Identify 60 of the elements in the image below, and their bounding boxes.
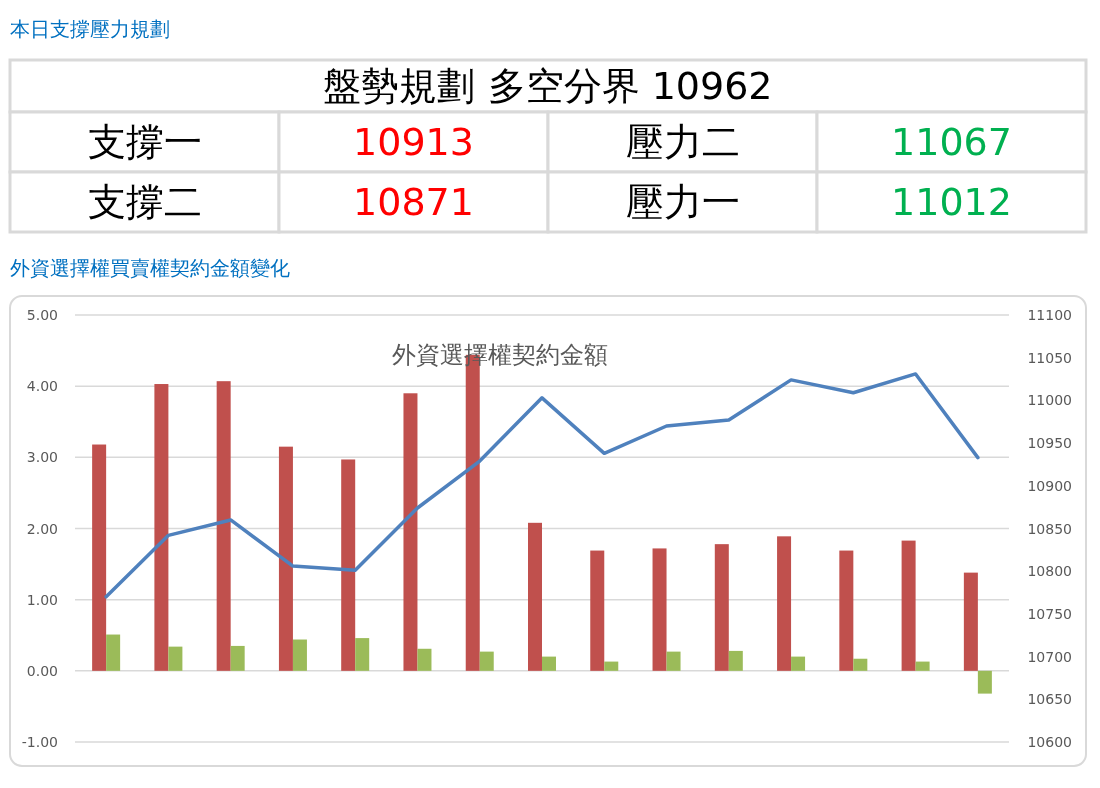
bar: [403, 393, 418, 671]
text: 壓力一: [625, 180, 740, 224]
bar: [791, 656, 806, 671]
text: 本日支撐壓力規劃: [10, 17, 170, 41]
bar: [230, 645, 245, 671]
y2-tick-label: 11000: [1027, 392, 1072, 409]
bar: [853, 658, 868, 671]
text: 盤勢規劃 多空分界 10962: [323, 64, 773, 108]
bar: [417, 648, 432, 671]
bar: [728, 650, 743, 671]
y-tick-label: -1.00: [21, 734, 58, 750]
bar: [714, 544, 729, 671]
bar: [154, 384, 169, 671]
y2-tick-label: 10800: [1027, 563, 1072, 580]
y2-tick-label: 10850: [1027, 520, 1072, 537]
bar: [341, 459, 356, 671]
bar: [839, 550, 854, 671]
bar: [355, 638, 370, 671]
bar: [292, 639, 307, 671]
text: 11012: [891, 180, 1012, 224]
y-tick-label: 2.00: [26, 520, 58, 537]
bar: [977, 670, 992, 694]
bar: [777, 536, 792, 671]
bar: [168, 646, 183, 671]
y2-tick-label: 10750: [1027, 605, 1072, 622]
bar: [92, 444, 107, 671]
bar: [216, 381, 231, 671]
bar: [666, 651, 681, 671]
bar: [479, 651, 494, 671]
y-tick-label: 1.00: [26, 591, 58, 608]
y2-tick-label: 10900: [1027, 477, 1072, 494]
y-tick-label: 0.00: [26, 662, 58, 679]
bar: [528, 522, 542, 671]
bar: [901, 540, 916, 671]
bar: [604, 661, 619, 671]
y-tick-label: 5.00: [26, 307, 58, 323]
line-series: [104, 372, 980, 599]
bar: [106, 634, 121, 671]
bar: [278, 446, 293, 671]
y2-tick-label: 11100: [1027, 307, 1072, 323]
bar: [590, 550, 605, 671]
y2-tick-label: 10650: [1027, 691, 1072, 708]
chart-subtitle: 外資選擇權買賣權契約金額變化: [10, 256, 290, 280]
text: 外資選擇權契約金額: [392, 341, 608, 369]
bar: [542, 656, 556, 671]
text: 11067: [891, 120, 1012, 164]
y-tick-label: 4.00: [26, 378, 58, 395]
text: 10871: [353, 180, 474, 224]
text: 10913: [353, 120, 474, 164]
bar: [963, 572, 978, 671]
bar: [915, 661, 930, 671]
text: 支撐一: [87, 120, 202, 164]
bar: [652, 548, 667, 671]
y2-tick-label: 10950: [1027, 435, 1072, 452]
text: 壓力二: [625, 120, 740, 164]
y2-tick-label: 10600: [1027, 734, 1072, 750]
text: 支撐二: [87, 180, 202, 224]
y2-tick-label: 11050: [1027, 349, 1072, 366]
y2-tick-label: 10700: [1027, 648, 1072, 665]
y-tick-label: 3.00: [26, 449, 58, 466]
